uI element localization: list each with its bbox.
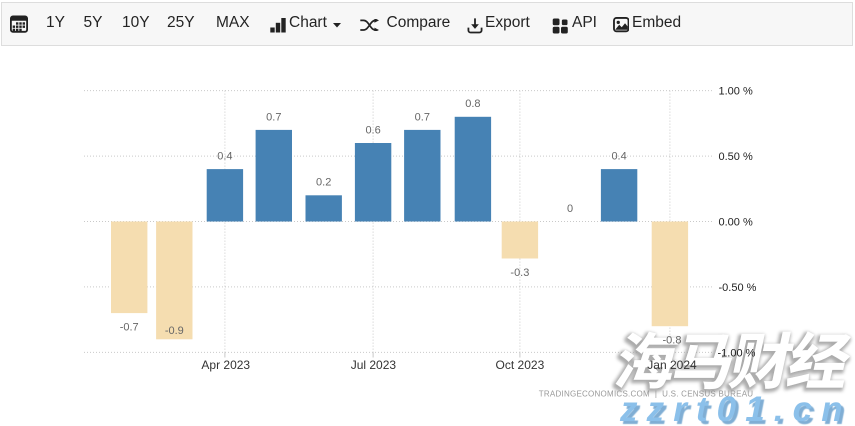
svg-text:TRADINGECONOMICS.COM | U.S.: TRADINGECONOMICS.COM | U.S. CENSUS BUREA… [539, 389, 754, 398]
svg-text:0.4: 0.4 [217, 151, 232, 163]
svg-text:0.8: 0.8 [465, 98, 480, 110]
svg-text:0.2: 0.2 [316, 177, 331, 189]
svg-text:Oct 2023: Oct 2023 [496, 358, 545, 372]
svg-text:-0.3: -0.3 [510, 267, 529, 279]
svg-text:-1.00 %: -1.00 % [718, 347, 756, 359]
svg-text:Apr 2023: Apr 2023 [201, 358, 250, 372]
svg-text:0: 0 [567, 203, 573, 215]
svg-text:0.6: 0.6 [365, 124, 380, 136]
svg-text:Jul 2023: Jul 2023 [351, 358, 397, 372]
svg-text:Jan 2024: Jan 2024 [647, 358, 697, 372]
svg-text:0.7: 0.7 [415, 111, 430, 123]
svg-text:-0.9: -0.9 [165, 325, 184, 337]
svg-text:-0.50 %: -0.50 % [719, 282, 757, 294]
svg-text:0.4: 0.4 [611, 151, 626, 163]
svg-text:0.50 %: 0.50 % [719, 151, 753, 163]
svg-text:-0.7: -0.7 [120, 322, 139, 334]
svg-text:0.00 %: 0.00 % [719, 216, 753, 228]
svg-text:-0.8: -0.8 [663, 335, 682, 347]
svg-text:0.7: 0.7 [266, 111, 281, 123]
svg-text:1.00 %: 1.00 % [719, 86, 753, 98]
